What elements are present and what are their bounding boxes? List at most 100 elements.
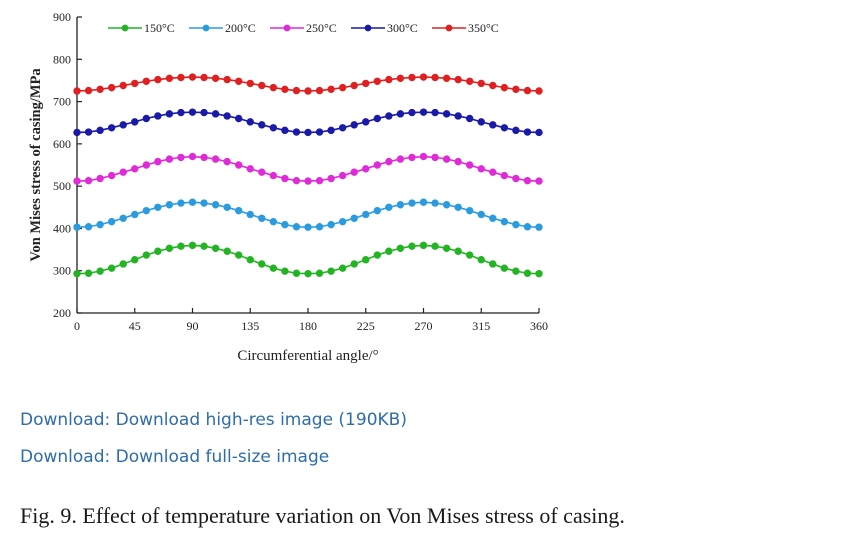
y-tick-label: 900 bbox=[53, 10, 71, 24]
legend-marker bbox=[364, 24, 372, 32]
y-tick-label: 600 bbox=[53, 137, 71, 151]
data-point bbox=[419, 108, 428, 116]
data-point bbox=[200, 153, 208, 162]
series-layer bbox=[73, 73, 543, 278]
data-point bbox=[489, 260, 497, 268]
data-point bbox=[385, 75, 393, 84]
data-point bbox=[223, 75, 231, 84]
data-point bbox=[292, 223, 301, 231]
data-point bbox=[154, 203, 162, 211]
data-point bbox=[269, 217, 278, 226]
data-point bbox=[131, 79, 139, 88]
data-point bbox=[431, 242, 439, 250]
data-point bbox=[362, 165, 370, 173]
data-point bbox=[327, 220, 335, 229]
data-point bbox=[107, 171, 116, 180]
x-axis-label: Circumferential angle/° bbox=[237, 348, 378, 364]
data-point bbox=[419, 73, 428, 81]
legend-marker bbox=[445, 24, 453, 32]
data-point bbox=[512, 126, 520, 135]
data-point bbox=[373, 251, 381, 259]
data-point bbox=[177, 199, 185, 207]
data-point bbox=[315, 269, 324, 277]
data-point bbox=[165, 110, 174, 118]
y-tick-label: 700 bbox=[53, 95, 71, 109]
data-point bbox=[350, 214, 358, 222]
data-point bbox=[200, 108, 208, 117]
data-point bbox=[84, 269, 93, 277]
data-point bbox=[188, 241, 197, 250]
data-point bbox=[477, 165, 485, 173]
data-point bbox=[142, 77, 151, 85]
data-point bbox=[269, 264, 278, 272]
data-point bbox=[188, 73, 197, 81]
data-point bbox=[523, 86, 532, 95]
data-point bbox=[177, 153, 185, 162]
data-point bbox=[96, 126, 104, 135]
data-point bbox=[419, 198, 428, 206]
data-point bbox=[269, 124, 278, 132]
data-point bbox=[165, 201, 174, 209]
data-point bbox=[489, 168, 497, 176]
data-point bbox=[73, 128, 81, 137]
data-point bbox=[188, 198, 197, 206]
data-point bbox=[373, 161, 381, 169]
data-point bbox=[396, 201, 405, 209]
data-point bbox=[119, 260, 127, 268]
data-point bbox=[119, 121, 127, 129]
data-point bbox=[327, 85, 335, 94]
data-point bbox=[500, 264, 509, 272]
data-point bbox=[419, 152, 428, 161]
data-point bbox=[338, 217, 347, 226]
download-highres-link[interactable]: Download: Download high-res image (190KB… bbox=[20, 410, 407, 430]
download-fullsize-link[interactable]: Download: Download full-size image bbox=[20, 447, 330, 467]
data-point bbox=[535, 223, 543, 231]
series-300°C bbox=[73, 108, 543, 137]
data-point bbox=[431, 199, 439, 207]
legend-label: 300°C bbox=[387, 21, 418, 35]
data-point bbox=[177, 242, 185, 250]
data-point bbox=[246, 118, 254, 126]
data-point bbox=[535, 269, 543, 278]
data-point bbox=[119, 168, 127, 176]
data-point bbox=[258, 168, 266, 176]
data-point bbox=[304, 128, 312, 137]
data-point bbox=[131, 256, 139, 264]
data-point bbox=[523, 223, 532, 231]
data-point bbox=[200, 199, 208, 207]
data-point bbox=[304, 269, 312, 278]
data-point bbox=[385, 247, 393, 255]
data-point bbox=[246, 256, 254, 264]
data-point bbox=[454, 75, 462, 84]
data-point bbox=[315, 176, 324, 185]
data-point bbox=[350, 168, 358, 176]
data-point bbox=[385, 203, 393, 211]
data-point bbox=[304, 223, 312, 231]
x-tick-label: 90 bbox=[187, 319, 199, 333]
data-point bbox=[396, 74, 405, 83]
y-tick-label: 400 bbox=[53, 221, 71, 235]
data-point bbox=[327, 174, 335, 183]
data-point bbox=[500, 171, 509, 180]
chart-figure: 200 300 400 500 600 700 800 900 0 45 90 135 180 225 2… bbox=[0, 0, 560, 380]
data-point bbox=[269, 171, 278, 180]
x-ticks: 0 45 90 135 180 225 270 315 360 bbox=[74, 308, 548, 333]
data-point bbox=[304, 177, 312, 185]
data-point bbox=[477, 210, 485, 219]
x-tick-label: 225 bbox=[357, 319, 375, 333]
series-350°C bbox=[73, 73, 543, 95]
data-point bbox=[489, 81, 497, 90]
data-point bbox=[211, 110, 220, 118]
data-point bbox=[73, 87, 81, 95]
data-point bbox=[442, 244, 451, 253]
data-point bbox=[489, 214, 497, 222]
data-point bbox=[223, 112, 231, 120]
data-point bbox=[84, 223, 93, 231]
data-point bbox=[362, 210, 370, 219]
y-tick-label: 800 bbox=[53, 52, 71, 66]
data-point bbox=[235, 77, 243, 85]
x-tick-label: 315 bbox=[472, 319, 490, 333]
x-tick-label: 0 bbox=[74, 319, 80, 333]
data-point bbox=[119, 81, 127, 90]
data-point bbox=[292, 128, 301, 136]
